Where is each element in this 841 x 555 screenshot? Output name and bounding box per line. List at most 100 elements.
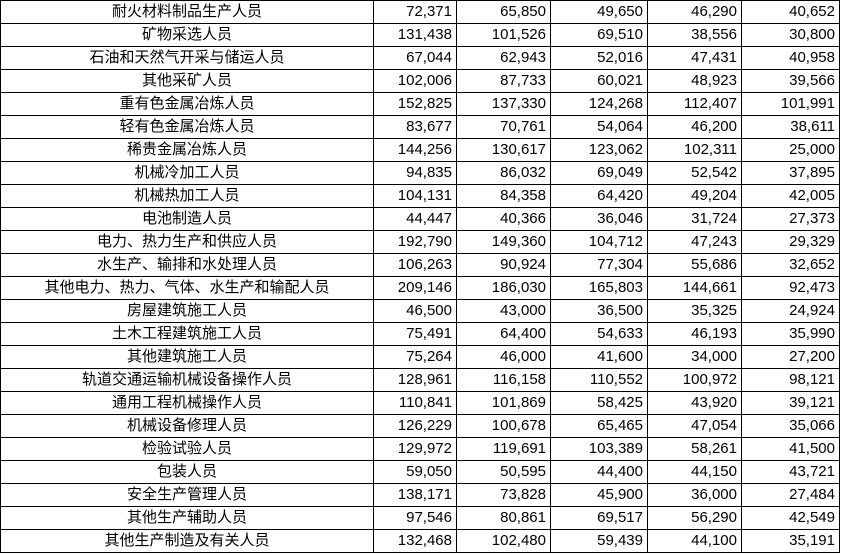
value-cell[interactable]: 137,330	[456, 92, 551, 116]
value-cell[interactable]: 52,542	[647, 161, 742, 185]
value-cell[interactable]: 46,500	[373, 299, 457, 323]
value-cell[interactable]: 47,431	[647, 46, 742, 70]
value-cell[interactable]: 138,171	[373, 483, 457, 507]
value-cell[interactable]: 47,243	[647, 230, 742, 254]
occupation-cell[interactable]: 其他电力、热力、气体、水生产和输配人员	[0, 276, 374, 300]
value-cell[interactable]: 50,595	[456, 460, 551, 484]
occupation-cell[interactable]: 其他采矿人员	[0, 69, 374, 93]
value-cell[interactable]: 52,016	[550, 46, 648, 70]
value-cell[interactable]: 35,191	[741, 529, 840, 553]
value-cell[interactable]: 72,371	[373, 0, 457, 24]
value-cell[interactable]: 98,121	[741, 368, 840, 392]
value-cell[interactable]: 67,044	[373, 46, 457, 70]
value-cell[interactable]: 35,066	[741, 414, 840, 438]
value-cell[interactable]: 40,366	[456, 207, 551, 231]
value-cell[interactable]: 31,724	[647, 207, 742, 231]
value-cell[interactable]: 59,439	[550, 529, 648, 553]
value-cell[interactable]: 119,691	[456, 437, 551, 461]
occupation-cell[interactable]: 电池制造人员	[0, 207, 374, 231]
value-cell[interactable]: 77,304	[550, 253, 648, 277]
occupation-cell[interactable]: 耐火材料制品生产人员	[0, 0, 374, 24]
value-cell[interactable]: 144,661	[647, 276, 742, 300]
value-cell[interactable]: 84,358	[456, 184, 551, 208]
value-cell[interactable]: 27,484	[741, 483, 840, 507]
value-cell[interactable]: 43,721	[741, 460, 840, 484]
value-cell[interactable]: 101,869	[456, 391, 551, 415]
value-cell[interactable]: 40,958	[741, 46, 840, 70]
value-cell[interactable]: 132,468	[373, 529, 457, 553]
value-cell[interactable]: 44,400	[550, 460, 648, 484]
value-cell[interactable]: 37,895	[741, 161, 840, 185]
value-cell[interactable]: 56,290	[647, 506, 742, 530]
occupation-cell[interactable]: 包装人员	[0, 460, 374, 484]
value-cell[interactable]: 41,500	[741, 437, 840, 461]
value-cell[interactable]: 116,158	[456, 368, 551, 392]
value-cell[interactable]: 100,678	[456, 414, 551, 438]
value-cell[interactable]: 130,617	[456, 138, 551, 162]
value-cell[interactable]: 65,465	[550, 414, 648, 438]
value-cell[interactable]: 86,032	[456, 161, 551, 185]
occupation-cell[interactable]: 电力、热力生产和供应人员	[0, 230, 374, 254]
value-cell[interactable]: 144,256	[373, 138, 457, 162]
value-cell[interactable]: 102,311	[647, 138, 742, 162]
value-cell[interactable]: 110,841	[373, 391, 457, 415]
value-cell[interactable]: 35,325	[647, 299, 742, 323]
value-cell[interactable]: 49,650	[550, 0, 648, 24]
occupation-cell[interactable]: 机械热加工人员	[0, 184, 374, 208]
value-cell[interactable]: 102,480	[456, 529, 551, 553]
occupation-cell[interactable]: 其他生产辅助人员	[0, 506, 374, 530]
occupation-cell[interactable]: 水生产、输排和水处理人员	[0, 253, 374, 277]
value-cell[interactable]: 36,046	[550, 207, 648, 231]
value-cell[interactable]: 104,131	[373, 184, 457, 208]
value-cell[interactable]: 69,510	[550, 23, 648, 47]
value-cell[interactable]: 101,991	[741, 92, 840, 116]
value-cell[interactable]: 36,000	[647, 483, 742, 507]
value-cell[interactable]: 106,263	[373, 253, 457, 277]
value-cell[interactable]: 49,204	[647, 184, 742, 208]
value-cell[interactable]: 27,373	[741, 207, 840, 231]
value-cell[interactable]: 58,261	[647, 437, 742, 461]
value-cell[interactable]: 126,229	[373, 414, 457, 438]
occupation-cell[interactable]: 其他生产制造及有关人员	[0, 529, 374, 553]
value-cell[interactable]: 186,030	[456, 276, 551, 300]
value-cell[interactable]: 103,389	[550, 437, 648, 461]
value-cell[interactable]: 47,054	[647, 414, 742, 438]
value-cell[interactable]: 131,438	[373, 23, 457, 47]
value-cell[interactable]: 69,517	[550, 506, 648, 530]
value-cell[interactable]: 70,761	[456, 115, 551, 139]
value-cell[interactable]: 38,611	[741, 115, 840, 139]
value-cell[interactable]: 69,049	[550, 161, 648, 185]
value-cell[interactable]: 25,000	[741, 138, 840, 162]
occupation-cell[interactable]: 土木工程建筑施工人员	[0, 322, 374, 346]
value-cell[interactable]: 104,712	[550, 230, 648, 254]
occupation-cell[interactable]: 安全生产管理人员	[0, 483, 374, 507]
value-cell[interactable]: 42,549	[741, 506, 840, 530]
value-cell[interactable]: 124,268	[550, 92, 648, 116]
value-cell[interactable]: 128,961	[373, 368, 457, 392]
value-cell[interactable]: 64,420	[550, 184, 648, 208]
value-cell[interactable]: 60,021	[550, 69, 648, 93]
value-cell[interactable]: 83,677	[373, 115, 457, 139]
value-cell[interactable]: 94,835	[373, 161, 457, 185]
occupation-cell[interactable]: 稀贵金属冶炼人员	[0, 138, 374, 162]
value-cell[interactable]: 40,652	[741, 0, 840, 24]
value-cell[interactable]: 75,491	[373, 322, 457, 346]
value-cell[interactable]: 38,556	[647, 23, 742, 47]
value-cell[interactable]: 35,990	[741, 322, 840, 346]
value-cell[interactable]: 44,100	[647, 529, 742, 553]
value-cell[interactable]: 64,400	[456, 322, 551, 346]
value-cell[interactable]: 209,146	[373, 276, 457, 300]
value-cell[interactable]: 45,900	[550, 483, 648, 507]
occupation-cell[interactable]: 其他建筑施工人员	[0, 345, 374, 369]
value-cell[interactable]: 92,473	[741, 276, 840, 300]
value-cell[interactable]: 129,972	[373, 437, 457, 461]
occupation-cell[interactable]: 机械设备修理人员	[0, 414, 374, 438]
value-cell[interactable]: 58,425	[550, 391, 648, 415]
value-cell[interactable]: 48,923	[647, 69, 742, 93]
occupation-cell[interactable]: 通用工程机械操作人员	[0, 391, 374, 415]
value-cell[interactable]: 90,924	[456, 253, 551, 277]
value-cell[interactable]: 65,850	[456, 0, 551, 24]
value-cell[interactable]: 152,825	[373, 92, 457, 116]
value-cell[interactable]: 100,972	[647, 368, 742, 392]
value-cell[interactable]: 43,920	[647, 391, 742, 415]
